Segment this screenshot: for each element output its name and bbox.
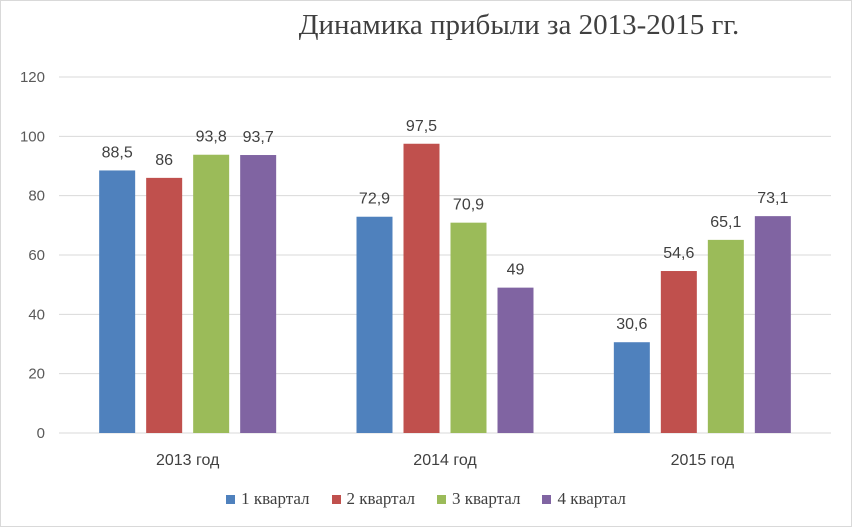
bar (240, 155, 277, 434)
data-label: 30,6 (616, 316, 647, 333)
y-tick-label: 20 (28, 366, 45, 383)
bar (403, 143, 440, 433)
bar (450, 222, 487, 433)
legend-item: 3 квартал (437, 489, 520, 509)
y-tick-label: 0 (37, 425, 45, 442)
bar (754, 216, 791, 433)
bar (660, 271, 697, 433)
legend-swatch (331, 494, 341, 504)
data-label: 65,1 (710, 214, 741, 231)
data-label: 70,9 (453, 197, 484, 214)
bar (99, 170, 136, 433)
legend-item: 1 квартал (226, 489, 310, 509)
bar (356, 216, 393, 433)
legend-item: 4 квартал (542, 489, 626, 509)
y-tick-label: 120 (20, 69, 45, 86)
bar (193, 154, 230, 433)
bar (146, 177, 183, 433)
legend-swatch (542, 494, 552, 504)
data-label: 73,1 (757, 190, 788, 207)
x-tick-label: 2014 год (413, 452, 477, 469)
legend-swatch (437, 494, 446, 504)
legend-swatch (226, 494, 236, 504)
legend-label: 1 квартал (241, 489, 310, 508)
legend: 1 квартал 2 квартал 3 квартал 4 квартал (1, 489, 851, 509)
y-tick-label: 100 (20, 128, 45, 145)
legend-label: 2 квартал (346, 489, 415, 508)
x-tick-label: 2013 год (156, 452, 220, 469)
data-label: 72,9 (359, 191, 390, 208)
legend-item: 2 квартал (331, 489, 415, 509)
legend-label: 4 квартал (557, 489, 626, 508)
bar (707, 239, 744, 433)
data-label: 86 (155, 152, 173, 169)
bar (613, 342, 650, 433)
data-label: 93,7 (243, 129, 274, 146)
y-tick-label: 40 (28, 306, 45, 323)
data-label: 88,5 (102, 144, 133, 161)
x-tick-label: 2015 год (671, 452, 735, 469)
data-label: 97,5 (406, 118, 437, 135)
y-tick-label: 60 (28, 247, 45, 264)
data-label: 93,8 (196, 129, 227, 146)
chart-title: Динамика прибыли за 2013-2015 гг. (298, 9, 740, 41)
bar (497, 287, 534, 433)
data-label: 49 (507, 262, 525, 279)
legend-label: 3 квартал (452, 489, 521, 508)
data-label: 54,6 (663, 245, 694, 262)
y-tick-label: 80 (28, 188, 45, 205)
